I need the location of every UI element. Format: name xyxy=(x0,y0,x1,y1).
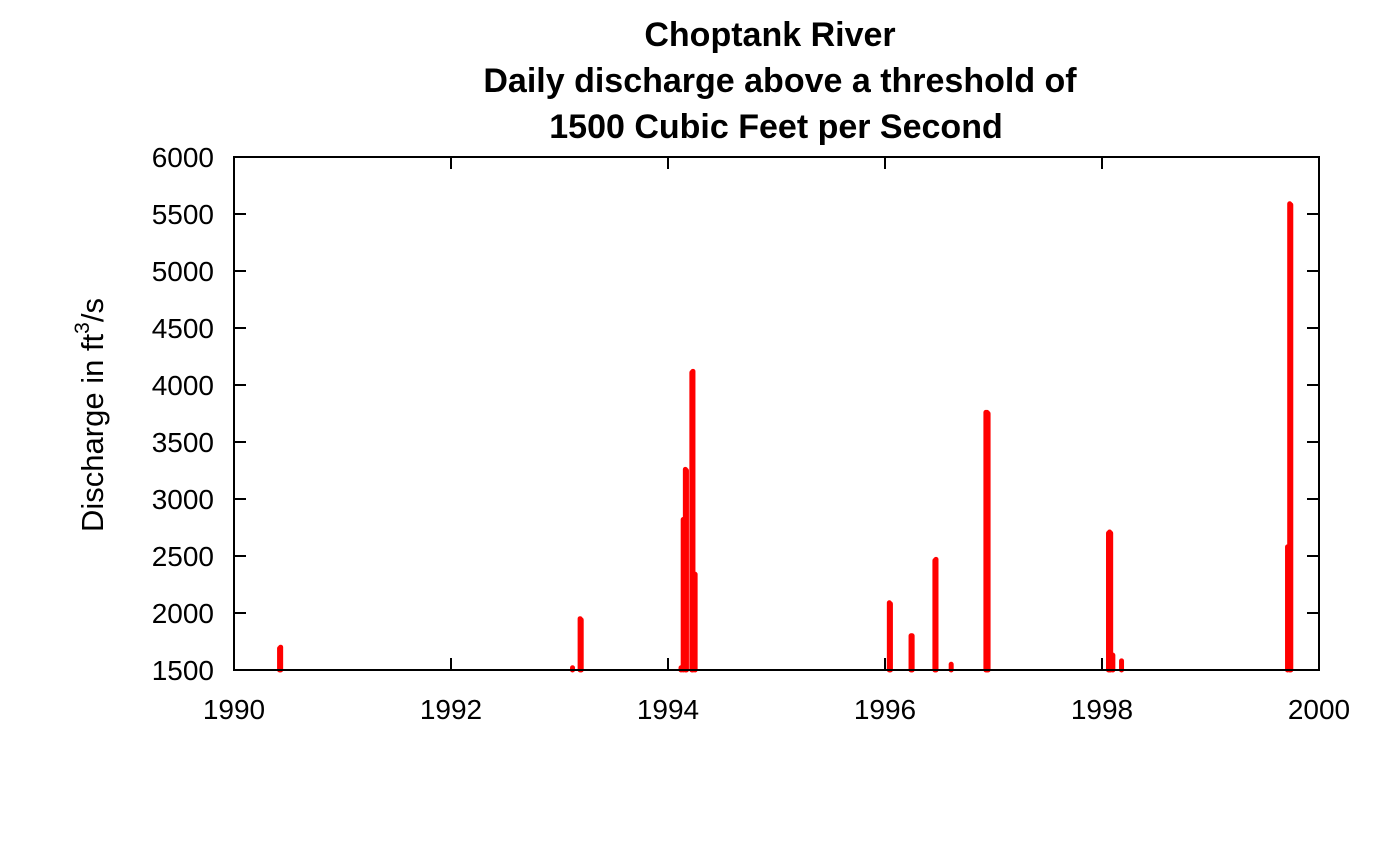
chart-title: Choptank River Daily discharge above a t… xyxy=(483,16,1077,146)
data-bars xyxy=(277,201,1294,673)
y-tick-label: 5000 xyxy=(152,256,214,287)
x-tick-label: 1996 xyxy=(854,694,916,725)
svg-text:Discharge in ft3/s: Discharge in ft3/s xyxy=(71,298,110,532)
x-tick-label: 1992 xyxy=(420,694,482,725)
chart-title-line-2: Daily discharge above a threshold of xyxy=(483,62,1077,100)
y-axis-label-sup: 3 xyxy=(71,322,94,334)
chart-title-line-1: Choptank River xyxy=(644,16,895,54)
y-tick-label: 4000 xyxy=(152,370,214,401)
y-tick-label: 2000 xyxy=(152,598,214,629)
y-axis-label: Discharge in ft3/s xyxy=(71,298,110,532)
x-tick-label: 1990 xyxy=(203,694,265,725)
y-tick-label: 4500 xyxy=(152,313,214,344)
chart-title-line-3: 1500 Cubic Feet per Second xyxy=(549,108,1003,146)
y-axis-label-prefix: Discharge in ft xyxy=(75,333,110,532)
y-tick-label: 1500 xyxy=(152,655,214,686)
y-tick-label: 5500 xyxy=(152,199,214,230)
y-axis-label-suffix: /s xyxy=(75,298,110,322)
x-tick-label: 1998 xyxy=(1071,694,1133,725)
x-tick-label: 1994 xyxy=(637,694,699,725)
axis-ticks: 1990 1992 1994 1996 1998 2000 1500 2000 2500 3000… xyxy=(152,142,1350,725)
y-tick-label: 6000 xyxy=(152,142,214,173)
y-tick-label: 2500 xyxy=(152,541,214,572)
plot-frame xyxy=(233,156,1320,671)
y-tick-label: 3500 xyxy=(152,427,214,458)
x-tick-label: 2000 xyxy=(1288,694,1350,725)
y-tick-label: 3000 xyxy=(152,484,214,515)
